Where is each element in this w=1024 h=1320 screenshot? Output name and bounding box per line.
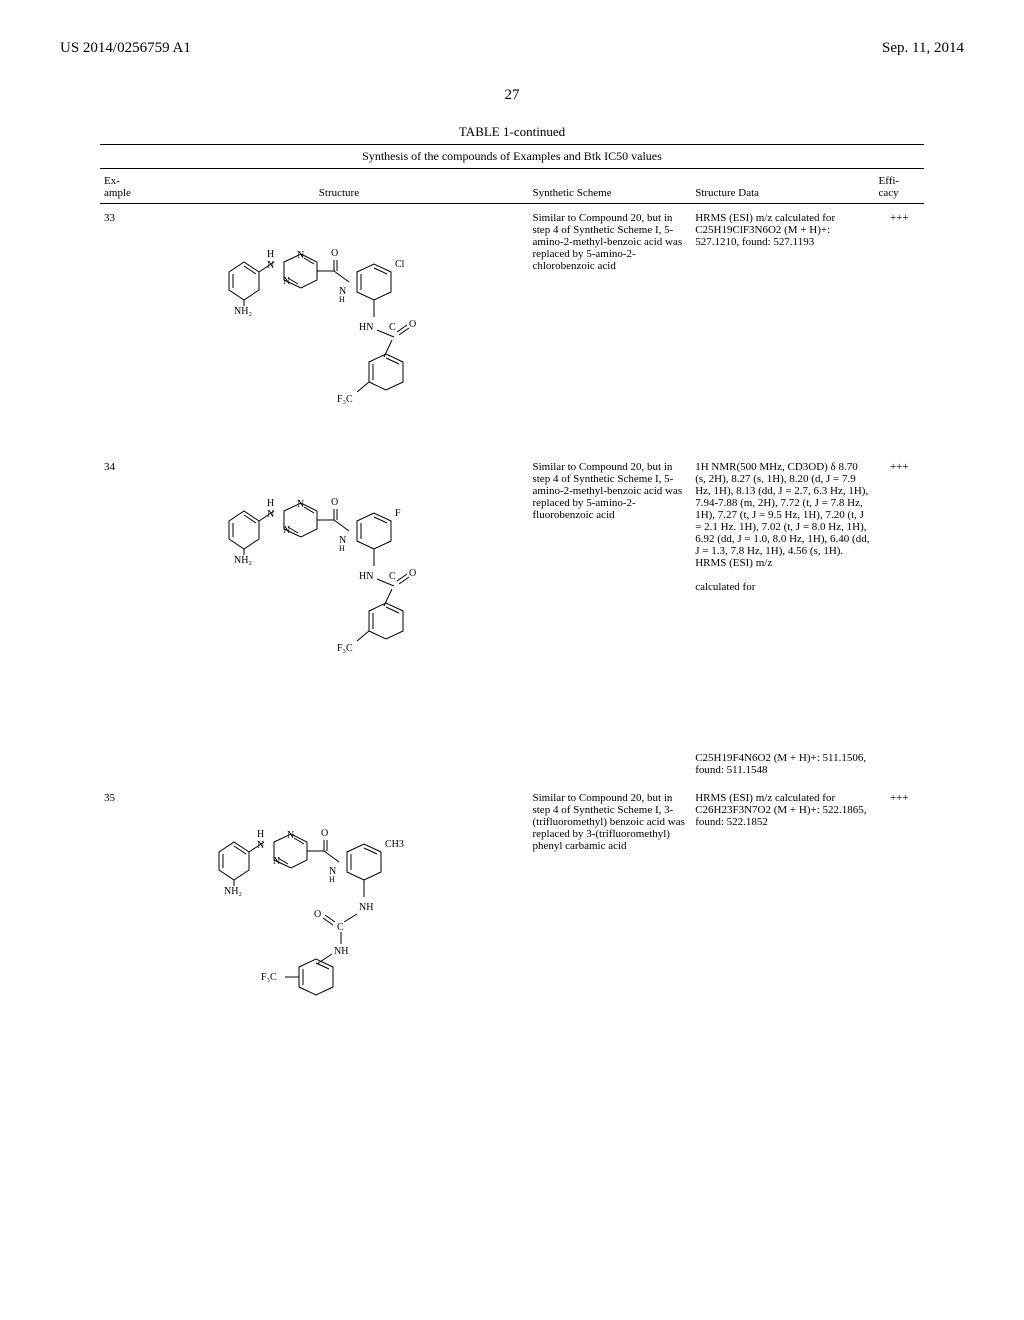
example-number: 33 <box>100 204 149 454</box>
svg-text:N: N <box>287 830 294 841</box>
table-row-continuation: C25H19F4N6O2 (M + H)+: 511.1506, found: … <box>100 702 924 784</box>
svg-text:HN: HN <box>359 322 373 333</box>
svg-text:CH3: CH3 <box>385 839 404 850</box>
table-row: 35 NH₂ H N N N <box>100 784 924 1043</box>
col-scheme: Synthetic Scheme <box>528 169 691 204</box>
svg-text:F₃C: F₃C <box>261 972 277 983</box>
structure-data-continued: C25H19F4N6O2 (M + H)+: 511.1506, found: … <box>691 702 874 784</box>
col-data: Structure Data <box>691 169 874 204</box>
structure-cell: NH₂ H N N N O <box>149 453 528 702</box>
table-row: 33 NH₂ H N <box>100 204 924 454</box>
col-example: Ex- ample <box>100 169 149 204</box>
svg-text:H: H <box>267 498 274 509</box>
structure-cell: NH₂ H N N N <box>149 204 528 454</box>
pub-date: Sep. 11, 2014 <box>882 40 964 57</box>
svg-text:N: N <box>297 499 304 510</box>
svg-text:O: O <box>331 248 338 259</box>
pub-number: US 2014/0256759 A1 <box>60 40 191 57</box>
svg-text:H: H <box>339 295 345 304</box>
svg-text:F₃C: F₃C <box>337 394 353 405</box>
svg-text:H: H <box>329 875 335 884</box>
synthetic-scheme: Similar to Compound 20, but in step 4 of… <box>528 204 691 454</box>
svg-text:F₃C: F₃C <box>337 643 353 654</box>
table-row: 34 NH₂ H N N N <box>100 453 924 702</box>
svg-text:Cl: Cl <box>395 259 405 270</box>
svg-text:NH₂: NH₂ <box>234 555 252 566</box>
chem-structure-33: NH₂ H N N N <box>209 212 469 442</box>
svg-text:C: C <box>389 322 396 333</box>
svg-text:C: C <box>337 922 344 933</box>
col-efficacy: Effi- cacy <box>875 169 924 204</box>
synthetic-scheme: Similar to Compound 20, but in step 4 of… <box>528 784 691 1043</box>
page-number: 27 <box>60 87 964 104</box>
efficacy: +++ <box>875 453 924 702</box>
svg-text:H: H <box>267 249 274 260</box>
svg-text:NH₂: NH₂ <box>224 886 242 897</box>
chem-structure-35: NH₂ H N N N O <box>199 792 479 1032</box>
synthetic-scheme: Similar to Compound 20, but in step 4 of… <box>528 453 691 702</box>
svg-text:NH: NH <box>334 946 348 957</box>
page-header: US 2014/0256759 A1 Sep. 11, 2014 <box>60 40 964 57</box>
svg-text:O: O <box>321 828 328 839</box>
example-number: 35 <box>100 784 149 1043</box>
svg-text:O: O <box>314 909 321 920</box>
efficacy: +++ <box>875 204 924 454</box>
svg-text:HN: HN <box>359 571 373 582</box>
example-number: 34 <box>100 453 149 702</box>
svg-text:H: H <box>257 829 264 840</box>
table-title: TABLE 1-continued <box>60 124 964 140</box>
svg-text:N: N <box>257 840 264 851</box>
compounds-table: Ex- ample Structure Synthetic Scheme Str… <box>100 169 924 1043</box>
col-structure: Structure <box>149 169 528 204</box>
structure-data: 1H NMR(500 MHz, CD3OD) δ 8.70 (s, 2H), 8… <box>691 453 874 702</box>
svg-text:N: N <box>273 856 280 867</box>
svg-text:N: N <box>297 250 304 261</box>
chem-structure-34: NH₂ H N N N O <box>209 461 469 691</box>
svg-text:N: N <box>283 525 290 536</box>
svg-text:N: N <box>267 260 274 271</box>
svg-text:F: F <box>395 508 401 519</box>
structure-cell: NH₂ H N N N O <box>149 784 528 1043</box>
svg-text:H: H <box>339 544 345 553</box>
svg-text:NH: NH <box>359 902 373 913</box>
svg-text:NH₂: NH₂ <box>234 306 252 317</box>
svg-text:N: N <box>267 509 274 520</box>
table-subtitle: Synthesis of the compounds of Examples a… <box>100 144 924 169</box>
structure-data: HRMS (ESI) m/z calculated for C26H23F3N7… <box>691 784 874 1043</box>
svg-text:O: O <box>409 568 416 579</box>
svg-text:C: C <box>389 571 396 582</box>
structure-data: HRMS (ESI) m/z calculated for C25H19ClF3… <box>691 204 874 454</box>
svg-text:N: N <box>283 276 290 287</box>
svg-text:O: O <box>331 497 338 508</box>
efficacy: +++ <box>875 784 924 1043</box>
svg-text:O: O <box>409 319 416 330</box>
